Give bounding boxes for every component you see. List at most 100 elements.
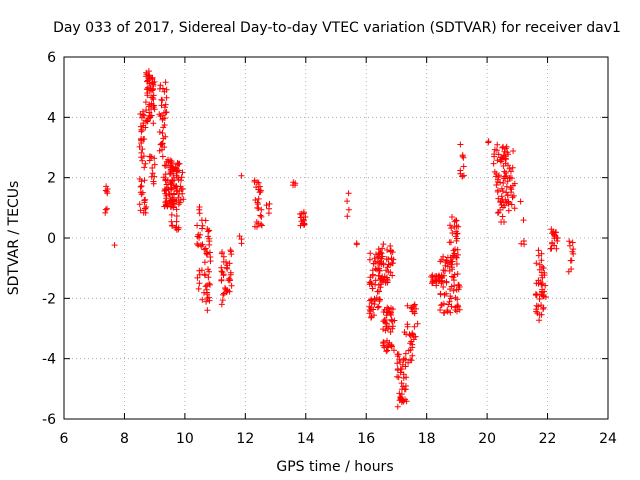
data-point [374,304,381,311]
data-point [501,168,508,175]
data-point [255,195,262,202]
data-point [256,183,263,190]
data-point [437,290,444,297]
data-point [437,307,444,313]
data-point [542,294,549,300]
data-point [221,290,227,297]
data-point [147,114,154,121]
data-point [402,363,409,370]
data-point [447,222,453,229]
data-point [447,309,454,316]
data-point [159,116,166,123]
data-point [205,274,212,281]
data-point [389,325,396,332]
data-point [199,241,206,248]
data-point [388,343,395,350]
data-point [138,127,145,134]
data-point [253,219,260,225]
data-point [567,242,573,249]
data-point [505,198,512,205]
data-point [144,78,150,85]
data-point [396,390,403,397]
data-point [173,198,180,204]
data-point [456,284,463,290]
data-point [366,256,373,263]
data-point [227,271,234,278]
data-point [103,188,110,195]
data-point [173,165,180,172]
data-point [451,277,457,284]
data-point [400,375,407,381]
data-point [368,314,374,321]
data-point [156,111,163,118]
data-point [504,178,511,185]
data-point [443,290,450,297]
data-point [370,260,377,267]
data-point [385,305,392,312]
data-point [173,213,180,219]
data-point [150,102,157,109]
data-point [383,256,390,263]
data-point [162,133,169,140]
data-point [143,107,150,114]
data-point [494,210,501,216]
data-point [384,347,391,354]
grid-lines [64,57,608,419]
data-point [451,218,458,225]
data-point [536,311,543,318]
data-point [454,271,461,277]
data-point [367,250,374,257]
data-point [540,265,547,272]
x-tick-label: 24 [599,431,617,447]
data-point [201,259,208,266]
data-point [396,356,403,363]
data-point [203,250,210,257]
data-point [452,233,459,240]
data-point [538,257,545,264]
data-point [218,276,225,283]
data-point [201,246,208,253]
data-point [411,323,418,330]
data-point [382,327,389,334]
data-point [389,272,396,279]
data-point [375,246,382,253]
data-point [410,334,417,341]
data-point [387,310,394,317]
data-point [517,198,524,205]
data-point [454,246,461,253]
data-point [138,114,145,121]
data-point [138,178,145,185]
data-point [137,189,144,196]
data-point [459,153,466,160]
data-point [380,241,387,248]
data-point [196,210,203,217]
data-point [173,218,180,225]
data-point [509,194,516,201]
x-tick-label: 6 [60,431,69,447]
data-point [536,261,543,268]
data-point [539,280,546,287]
data-point [508,168,514,175]
data-point [440,310,447,316]
data-point [371,301,378,308]
data-point [568,257,575,264]
data-point [168,180,174,187]
data-point [169,201,176,208]
data-point [149,165,156,171]
data-point [148,106,155,112]
data-point [196,234,203,241]
data-point [111,242,118,249]
data-point [444,308,451,315]
x-tick-label: 20 [478,431,496,447]
data-point [168,186,175,193]
data-point [142,160,149,167]
data-point [503,143,510,150]
data-point [204,307,211,314]
data-point [443,279,450,286]
data-point [163,86,170,93]
data-point [194,240,201,247]
data-point [206,238,213,245]
data-point [236,233,243,240]
data-point [173,172,180,179]
